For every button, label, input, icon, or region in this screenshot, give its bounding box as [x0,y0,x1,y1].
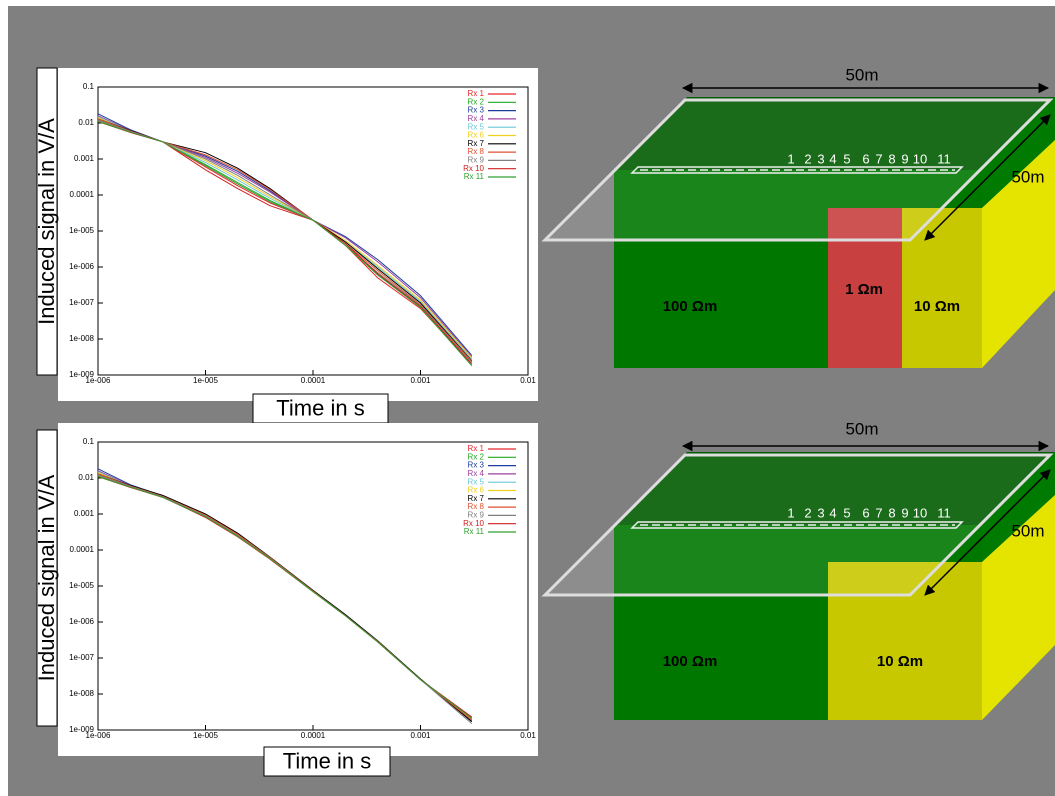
receiver-number: 10 [913,505,927,520]
receiver-number: 7 [875,505,882,520]
depth-label: 50m [1011,167,1044,186]
legend-label: Rx 11 [464,527,485,536]
y-tick-label: 0.0001 [70,545,95,554]
y-tick-label: 1e-005 [69,226,94,235]
depth-label: 50m [1011,521,1044,540]
zone-label: 10 Ωm [877,653,923,670]
y-tick-label: 0.1 [83,82,95,91]
chart-background [58,423,538,756]
zone-label: 100 Ωm [663,653,718,670]
receiver-number: 5 [843,151,850,166]
zone-label: 10 Ωm [914,298,960,315]
receiver-number: 2 [804,151,811,166]
receiver-number: 1 [787,151,794,166]
legend-label: Rx 11 [464,172,485,181]
y-tick-label: 1e-007 [69,298,94,307]
receiver-number: 6 [862,151,869,166]
y-tick-label: 1e-009 [69,370,94,379]
receiver-number: 2 [804,505,811,520]
receiver-number: 11 [937,505,951,520]
x-tick-label: 1e-005 [193,376,218,385]
x-tick-label: 1e-005 [193,731,218,740]
width-label: 50m [845,419,878,438]
y-tick-label: 1e-006 [69,262,94,271]
x-tick-label: 0.01 [520,376,536,385]
receiver-number: 9 [901,505,908,520]
receiver-number: 4 [829,505,836,520]
y-axis-label: Induced signal in V/A [34,474,59,681]
y-tick-label: 0.0001 [70,190,95,199]
zone-label: 1 Ωm [845,281,883,298]
receiver-number: 8 [888,505,895,520]
receiver-number: 5 [843,505,850,520]
y-tick-label: 1e-007 [69,653,94,662]
x-tick-label: 0.001 [410,376,431,385]
receiver-number: 6 [862,505,869,520]
zone-label: 100 Ωm [663,298,718,315]
receiver-number: 8 [888,151,895,166]
y-tick-label: 1e-008 [69,689,94,698]
y-tick-label: 1e-005 [69,581,94,590]
x-tick-label: 0.01 [520,731,536,740]
receiver-number: 9 [901,151,908,166]
x-tick-label: 0.001 [410,731,431,740]
receiver-number: 1 [787,505,794,520]
slide: 50m 50m 100 Ωm 1 Ωm 10 Ωm 50m 50m 100 Ωm… [0,0,1055,796]
receiver-number: 10 [913,151,927,166]
y-tick-label: 0.1 [83,437,95,446]
x-tick-label: 0.0001 [301,731,326,740]
receiver-number: 3 [817,505,824,520]
y-tick-label: 1e-008 [69,334,94,343]
y-tick-label: 0.01 [78,473,94,482]
y-axis-label: Induced signal in V/A [34,118,59,325]
y-tick-label: 0.001 [74,509,95,518]
y-tick-label: 0.01 [78,118,94,127]
y-tick-label: 0.001 [74,154,95,163]
y-tick-label: 1e-009 [69,725,94,734]
x-axis-label: Time in s [276,395,364,420]
receiver-number: 4 [829,151,836,166]
receiver-number: 3 [817,151,824,166]
y-tick-label: 1e-006 [69,617,94,626]
x-axis-label: Time in s [283,748,371,773]
width-label: 50m [845,65,878,84]
x-tick-label: 0.0001 [301,376,326,385]
receiver-number: 11 [937,151,951,166]
receiver-number: 7 [875,151,882,166]
